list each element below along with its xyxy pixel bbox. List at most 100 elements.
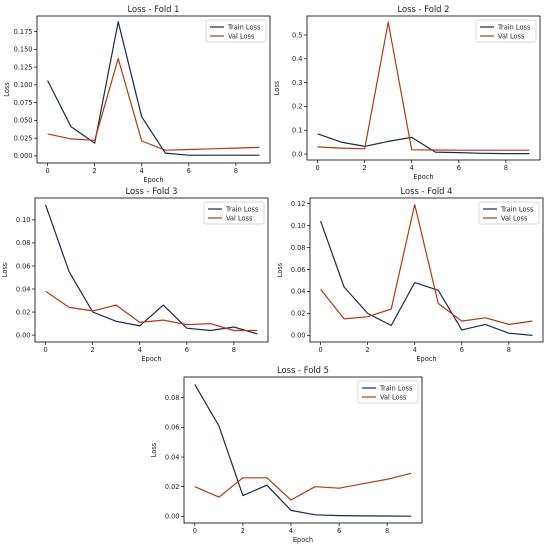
legend-entry: Train Loss bbox=[227, 23, 261, 31]
x-tick-label: 6 bbox=[187, 167, 191, 175]
chart-fold-4: Loss - Fold 4 0 2 4 6 8 0.00 0.02 0.04 0.06 0.08 0.… bbox=[276, 186, 544, 363]
x-tick-label: 4 bbox=[413, 346, 417, 354]
series-line-val-loss bbox=[194, 472, 412, 501]
x-tick-label: 6 bbox=[337, 527, 341, 535]
x-tick-label: 0 bbox=[45, 167, 49, 175]
legend-entry: Train Loss bbox=[500, 205, 534, 213]
y-tick-label: 0.3 bbox=[292, 79, 303, 87]
y-tick-label: 0.12 bbox=[291, 200, 306, 208]
series-line-train-loss bbox=[194, 384, 412, 517]
x-axis-label: Epoch bbox=[413, 173, 433, 181]
chart-fold-3: Loss - Fold 3 0 2 4 6 8 0.00 0.02 0.04 0.06 0.08 0.… bbox=[1, 186, 269, 363]
plot-area bbox=[36, 15, 271, 164]
y-tick-label: 0.02 bbox=[16, 308, 31, 316]
x-tick-label: 8 bbox=[232, 346, 236, 354]
plot-area bbox=[309, 197, 544, 343]
x-tick-label: 2 bbox=[93, 167, 97, 175]
y-tick-label: 0.08 bbox=[291, 244, 306, 252]
x-tick-label: 6 bbox=[185, 346, 189, 354]
y-tick-label: 0.000 bbox=[14, 152, 33, 160]
x-tick-label: 2 bbox=[91, 346, 95, 354]
x-tick-label: 8 bbox=[504, 164, 508, 172]
y-axis-label: Loss bbox=[276, 262, 284, 277]
x-tick-label: 8 bbox=[385, 527, 389, 535]
y-tick-label: 0.04 bbox=[16, 285, 31, 293]
y-axis-label: Loss bbox=[273, 80, 281, 95]
legend-entry: Train Loss bbox=[225, 205, 259, 213]
x-axis-label: Epoch bbox=[143, 176, 163, 184]
x-tick-label: 6 bbox=[460, 346, 464, 354]
series-line-train-loss bbox=[47, 21, 260, 156]
x-tick-label: 8 bbox=[234, 167, 238, 175]
x-tick-label: 0 bbox=[315, 164, 319, 172]
chart-title: Loss - Fold 1 bbox=[128, 4, 180, 14]
y-tick-label: 0.08 bbox=[16, 239, 31, 247]
y-tick-label: 0.02 bbox=[291, 310, 306, 318]
y-tick-label: 0.08 bbox=[165, 394, 180, 402]
legend-entry: Val Loss bbox=[501, 214, 528, 222]
y-tick-label: 0.125 bbox=[14, 63, 33, 71]
legend-entry: Val Loss bbox=[380, 393, 407, 401]
series-line-val-loss bbox=[317, 21, 530, 151]
x-tick-label: 8 bbox=[507, 346, 511, 354]
chart-title: Loss - Fold 2 bbox=[398, 4, 450, 14]
chart-title: Loss - Fold 5 bbox=[277, 365, 329, 375]
plot-area bbox=[306, 15, 541, 161]
y-axis-label: Loss bbox=[1, 262, 9, 277]
y-tick-label: 0.00 bbox=[165, 513, 180, 521]
y-tick-label: 0.02 bbox=[165, 483, 180, 491]
y-tick-label: 0.06 bbox=[291, 266, 306, 274]
y-tick-label: 0.4 bbox=[292, 55, 303, 63]
y-tick-label: 0.06 bbox=[165, 424, 180, 432]
series-line-train-loss bbox=[320, 220, 533, 336]
y-tick-label: 0.5 bbox=[292, 31, 303, 39]
chart-fold-1: Loss - Fold 1 0 2 4 6 8 0.000 0.025 0.050 0.075 0.… bbox=[3, 4, 271, 184]
y-tick-label: 0.1 bbox=[292, 127, 303, 135]
y-tick-label: 0.00 bbox=[291, 332, 306, 340]
y-tick-label: 0.04 bbox=[165, 453, 180, 461]
y-tick-label: 0.00 bbox=[16, 331, 31, 339]
legend-entry: Val Loss bbox=[498, 32, 525, 40]
x-tick-label: 2 bbox=[241, 527, 245, 535]
x-tick-label: 2 bbox=[363, 164, 367, 172]
x-tick-label: 4 bbox=[140, 167, 144, 175]
y-tick-label: 0.10 bbox=[291, 222, 306, 230]
x-axis-label: Epoch bbox=[416, 355, 436, 363]
y-axis-label: Loss bbox=[150, 442, 158, 457]
series-line-train-loss bbox=[45, 204, 258, 335]
x-tick-label: 6 bbox=[457, 164, 461, 172]
series-line-train-loss bbox=[317, 133, 530, 155]
y-tick-label: 0.0 bbox=[292, 150, 303, 158]
x-tick-label: 0 bbox=[43, 346, 47, 354]
legend-entry: Val Loss bbox=[226, 214, 253, 222]
chart-title: Loss - Fold 4 bbox=[401, 186, 453, 196]
y-tick-label: 0.150 bbox=[14, 46, 33, 54]
y-tick-label: 0.06 bbox=[16, 262, 31, 270]
y-tick-label: 0.2 bbox=[292, 103, 303, 111]
x-axis-label: Epoch bbox=[141, 355, 161, 363]
y-tick-label: 0.04 bbox=[291, 288, 306, 296]
chart-fold-2: Loss - Fold 2 0 2 4 6 8 0.0 0.1 0.2 0.3 0.4 0.5 Epoc… bbox=[273, 4, 541, 181]
y-tick-label: 0.100 bbox=[14, 81, 33, 89]
legend-entry: Val Loss bbox=[228, 32, 255, 40]
x-axis-label: Epoch bbox=[293, 536, 313, 544]
x-tick-label: 0 bbox=[193, 527, 197, 535]
y-tick-label: 0.075 bbox=[14, 99, 33, 107]
plot-area bbox=[183, 376, 423, 524]
legend-entry: Train Loss bbox=[379, 384, 413, 392]
chart-fold-5: Loss - Fold 5 0 2 4 6 8 0.00 0.02 0.04 0.06 0.08 Ep… bbox=[150, 365, 423, 544]
x-tick-label: 4 bbox=[289, 527, 293, 535]
y-tick-label: 0.175 bbox=[14, 28, 33, 36]
x-tick-label: 4 bbox=[410, 164, 414, 172]
series-line-val-loss bbox=[47, 57, 260, 151]
plot-area bbox=[34, 197, 269, 343]
series-line-val-loss bbox=[45, 290, 258, 332]
x-tick-label: 0 bbox=[318, 346, 322, 354]
y-tick-label: 0.025 bbox=[14, 134, 33, 142]
